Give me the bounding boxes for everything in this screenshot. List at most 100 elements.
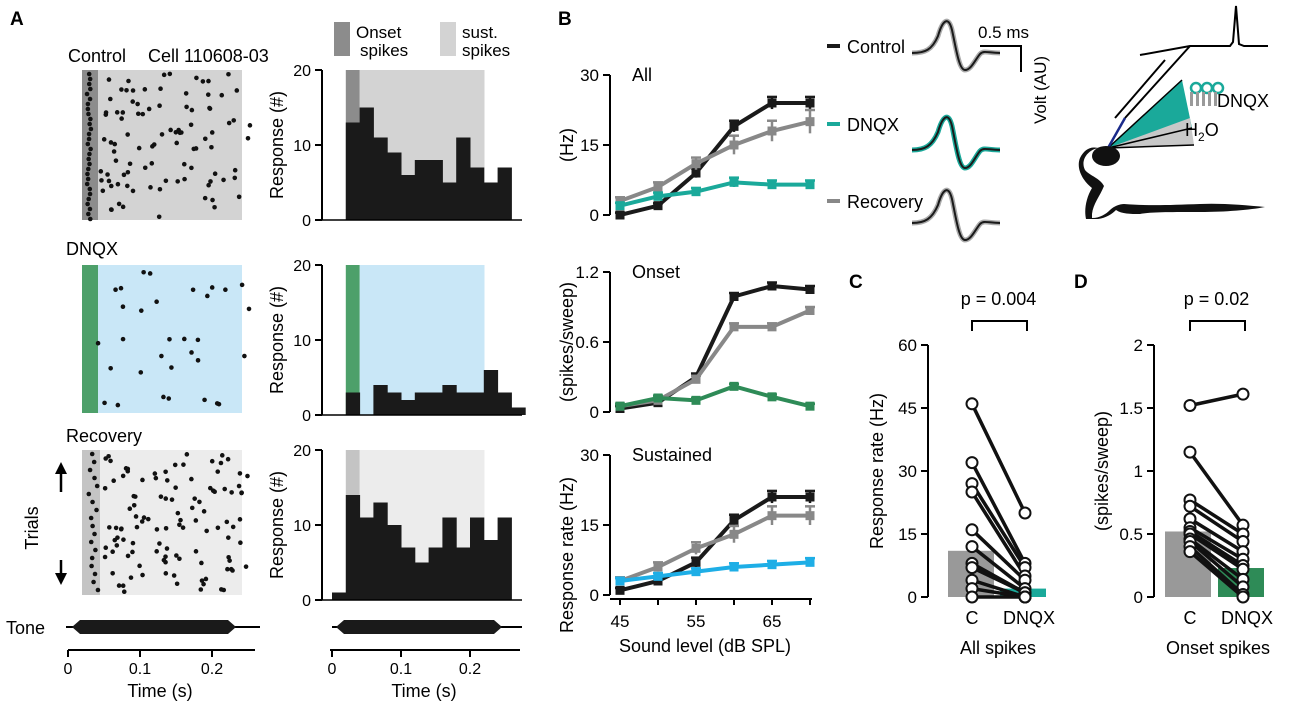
spike-dot xyxy=(212,204,217,210)
spike-dot xyxy=(172,462,178,468)
spike-dot xyxy=(88,539,94,545)
legend-sustained-label: sust. spikes xyxy=(462,23,510,60)
spike-dot xyxy=(201,509,207,514)
spike-dot xyxy=(108,365,113,371)
pair-line xyxy=(1189,498,1244,536)
spike-dot xyxy=(114,110,120,115)
spike-dot xyxy=(223,287,228,292)
spike-dot xyxy=(121,172,127,178)
spike-dot xyxy=(120,583,126,589)
data-point xyxy=(729,562,739,572)
panel-label-d: D xyxy=(1074,272,1088,293)
spike-dot xyxy=(131,493,137,499)
pair-point-control xyxy=(965,523,979,537)
spike-dot xyxy=(157,103,162,108)
line-y-tick-label: 30 xyxy=(580,446,599,465)
pair-line xyxy=(1188,451,1245,527)
spike-dot xyxy=(164,478,170,483)
spike-dot xyxy=(99,178,104,183)
spike-dot xyxy=(86,211,91,217)
spike-dot xyxy=(147,271,153,276)
line-chart-title: All xyxy=(632,65,652,85)
histogram-bar xyxy=(511,407,526,415)
spike-dot xyxy=(87,76,93,82)
histogram-bar xyxy=(483,370,499,415)
paired-y-tick-label: 0 xyxy=(1134,588,1143,607)
paired-y-tick-label: 0 xyxy=(908,588,917,607)
spike-dot xyxy=(88,515,94,521)
spike-dot xyxy=(86,131,92,137)
pair-point-dnqx xyxy=(1018,506,1032,520)
spike-dot xyxy=(245,135,251,141)
spike-dot xyxy=(120,204,126,210)
spike-dot xyxy=(131,503,137,508)
spike-dot xyxy=(133,514,139,519)
spike-dot xyxy=(127,506,133,512)
data-point xyxy=(805,180,815,190)
drug-label: DNQX xyxy=(1217,91,1269,111)
spike-dot xyxy=(87,86,93,92)
spike-dot xyxy=(189,165,194,171)
paired-xtick-c: C xyxy=(966,608,979,628)
pair-point-control xyxy=(1183,445,1197,459)
spike-dot xyxy=(190,287,196,293)
line-chart-title: Onset xyxy=(632,262,680,282)
hist-y-tick-label: 0 xyxy=(302,593,311,610)
histogram-bar xyxy=(332,592,347,600)
spike-dot xyxy=(90,523,95,529)
data-point xyxy=(691,395,701,405)
spike-dot xyxy=(87,121,92,127)
pair-line xyxy=(1188,540,1245,589)
data-point xyxy=(653,571,663,581)
spike-dot xyxy=(130,88,136,93)
spike-dot xyxy=(192,496,197,501)
spike-dot xyxy=(230,524,236,530)
spike-dot xyxy=(119,87,124,92)
spike-dot xyxy=(212,171,218,176)
histogram-bar xyxy=(414,160,430,220)
spike-dot xyxy=(84,91,90,97)
spike-dot xyxy=(87,186,93,192)
histogram-bar xyxy=(483,182,499,220)
spike-dot xyxy=(174,581,180,587)
spike-dot xyxy=(87,216,93,222)
line-y-tick-label: 0 xyxy=(590,206,599,225)
spike-dot xyxy=(208,179,213,184)
pair-point-control xyxy=(1183,499,1197,513)
spike-dot xyxy=(113,525,119,531)
series-line-control xyxy=(619,101,810,217)
spike-dot xyxy=(209,458,215,464)
spike-dot xyxy=(126,78,131,84)
spike-dot xyxy=(87,96,93,102)
spike-dot xyxy=(88,116,93,122)
spike-dot xyxy=(157,186,163,192)
scale-bar xyxy=(980,45,1022,72)
spike-dot xyxy=(154,527,160,532)
histogram-bar xyxy=(401,547,416,600)
histogram-bar xyxy=(456,137,471,220)
hist-ylabel: Response (#) xyxy=(267,286,287,394)
spike-dot xyxy=(202,136,208,142)
spike-dot xyxy=(230,568,235,573)
spike-dot xyxy=(87,206,93,212)
line-ylabel: (Hz) xyxy=(557,128,577,162)
hist-y-tick-label: 10 xyxy=(293,138,311,155)
histogram-bar xyxy=(497,167,512,220)
spike-dot xyxy=(237,517,243,522)
spike-dot xyxy=(85,141,91,147)
data-point xyxy=(691,557,701,567)
pair-line xyxy=(970,528,1027,582)
pair-line xyxy=(1189,504,1244,544)
hist-time-tick-0.2: 0.2 xyxy=(459,661,481,678)
histogram-bar xyxy=(428,160,443,220)
data-point xyxy=(805,306,815,315)
spike-dot xyxy=(120,304,126,309)
spike-dot xyxy=(86,491,92,497)
spike-dot xyxy=(121,589,127,595)
spike-dot xyxy=(236,483,242,489)
data-point xyxy=(767,560,777,570)
spike-dot xyxy=(178,517,183,523)
spike-dot xyxy=(103,545,109,550)
data-point xyxy=(653,562,663,572)
